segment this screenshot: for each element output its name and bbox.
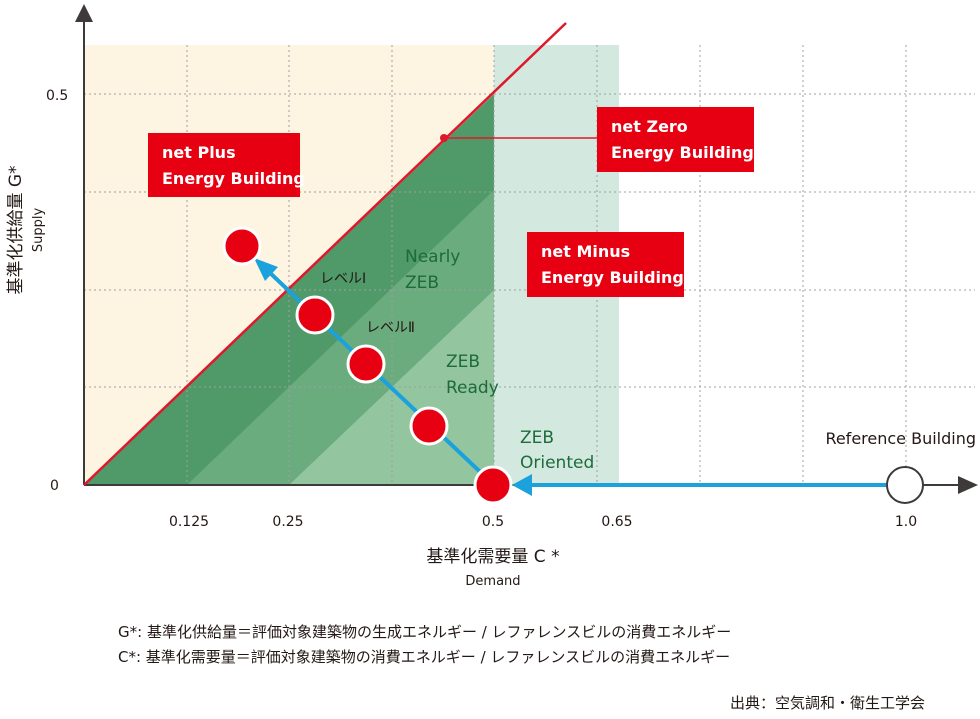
marker-level1: [295, 295, 335, 335]
path-arrow-icon: [254, 258, 278, 281]
box-net-plus-line1: net Plus: [162, 143, 236, 162]
label-zeb-ready-2: Ready: [446, 378, 499, 398]
marker-level2: [346, 344, 386, 384]
box-net-minus: [527, 232, 684, 297]
y-axis-subtitle: Supply: [31, 208, 46, 253]
box-net-minus-line2: Energy Building: [541, 268, 684, 287]
box-net-minus-line1: net Minus: [541, 242, 630, 261]
x-tick-065: 0.65: [601, 514, 632, 530]
y-tick-0: 0: [50, 478, 59, 494]
y-tick-05: 0.5: [46, 88, 68, 104]
net-zero-dot: [440, 134, 448, 142]
reference-building-marker: [886, 466, 924, 504]
note-g: G*: 基準化供給量＝評価対象建築物の生成エネルギー / レファレンスビルの消費…: [118, 623, 731, 641]
x-tick-025: 0.25: [272, 514, 303, 530]
y-axis-title: 基準化供給量 G*: [6, 165, 26, 294]
marker-oriented: [473, 465, 513, 505]
reference-arrow-icon: [512, 474, 532, 496]
y-axis-arrow-icon: [75, 4, 93, 22]
x-axis-subtitle: Demand: [465, 574, 520, 589]
box-net-plus: [148, 133, 300, 197]
box-net-zero-line1: net Zero: [611, 117, 688, 136]
box-net-plus-line2: Energy Building: [162, 169, 305, 188]
label-zeb-oriented-1: ZEB: [520, 428, 554, 448]
x-axis-title: 基準化需要量 C *: [426, 547, 559, 567]
marker-level3: [409, 406, 449, 446]
x-axis-arrow-icon: [958, 476, 978, 494]
label-nearly: Nearly: [405, 247, 460, 267]
label-zeb-oriented-2: Oriented: [520, 453, 594, 473]
label-level2: レベルⅡ: [366, 320, 415, 336]
label-zeb-ready-1: ZEB: [446, 352, 480, 372]
source-credit: 出典：空気調和・衛生工学会: [730, 694, 925, 712]
label-level1: レベルⅠ: [320, 271, 366, 287]
x-tick-0125: 0.125: [169, 514, 209, 530]
net-zero-line: [83, 22, 567, 486]
note-c: C*: 基準化需要量＝評価対象建築物の消費エネルギー / レファレンスビルの消費…: [118, 648, 730, 666]
box-net-zero-line2: Energy Building: [611, 143, 754, 162]
marker-plus: [222, 226, 262, 266]
box-net-zero: [597, 107, 754, 172]
x-tick-05: 0.5: [482, 514, 504, 530]
reference-building-label: Reference Building: [825, 429, 976, 448]
x-tick-10: 1.0: [895, 514, 917, 530]
label-nearly-zeb: ZEB: [405, 273, 439, 293]
